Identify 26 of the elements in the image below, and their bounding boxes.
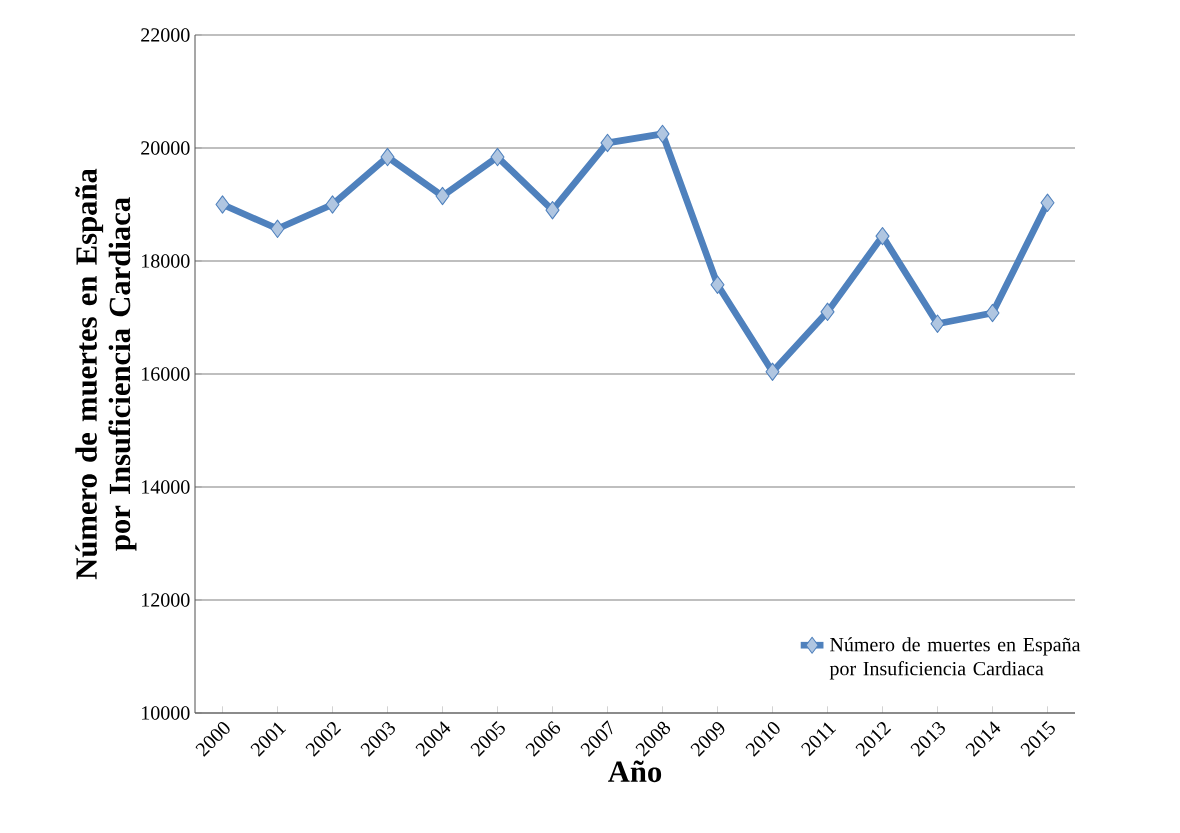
point xyxy=(710,275,725,294)
y-tick-label: 14000 xyxy=(142,480,190,494)
point xyxy=(435,186,450,206)
y-tick-label: 20000 xyxy=(141,141,190,155)
point xyxy=(215,195,230,214)
point xyxy=(545,200,560,220)
point xyxy=(600,133,615,153)
y-tick-label: 22000 xyxy=(141,28,190,42)
point xyxy=(655,124,670,144)
y-tick-label: 12000 xyxy=(142,593,190,607)
legend-label: Número de muertes en España por Insuficiencia Cardiaca xyxy=(829,637,1081,680)
point xyxy=(380,147,395,167)
point xyxy=(490,147,505,167)
point xyxy=(820,302,835,322)
y-tick-label: 16000 xyxy=(142,367,190,381)
point xyxy=(875,226,890,246)
y-tick-label: 10000 xyxy=(142,706,190,720)
point xyxy=(1040,193,1055,213)
point xyxy=(325,195,340,214)
x-axis-title: Año xyxy=(608,760,662,783)
y-tick-label: 18000 xyxy=(142,254,190,268)
point xyxy=(270,219,285,238)
point xyxy=(765,362,780,381)
y-axis-title: Número de muertes en España por Insuficiencia Cardiaca xyxy=(75,168,137,580)
point xyxy=(985,303,1000,323)
point xyxy=(930,314,945,333)
